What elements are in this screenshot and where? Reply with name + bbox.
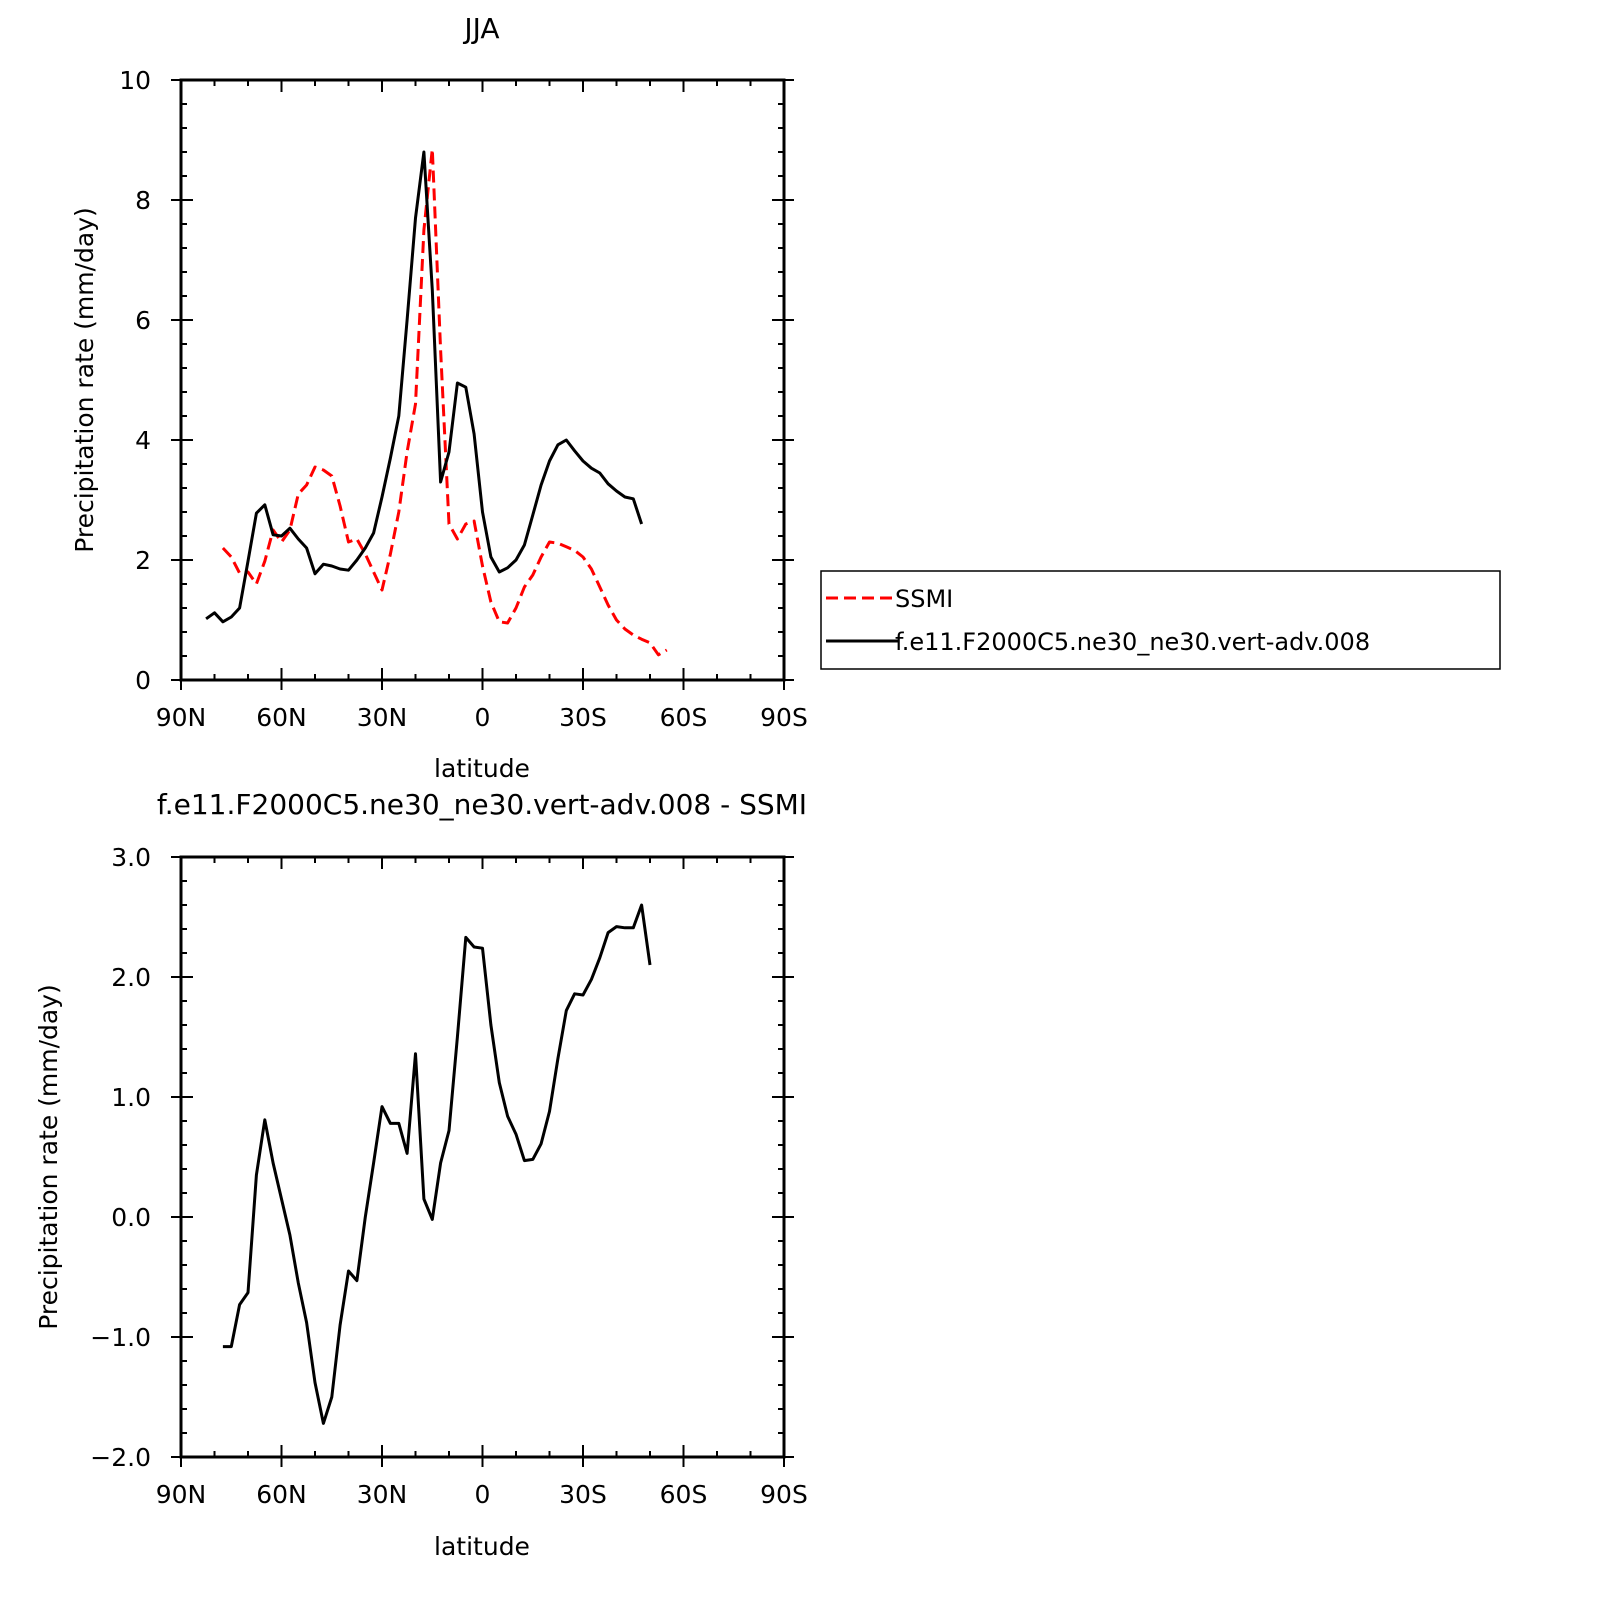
precipitation-x-tick-label: 30S bbox=[559, 703, 607, 732]
difference-y-tick-label: −2.0 bbox=[90, 1443, 151, 1472]
difference-x-tick-label: 30S bbox=[559, 1480, 607, 1509]
precipitation-y-tick-label: 2 bbox=[135, 546, 151, 575]
difference-series bbox=[222, 903, 652, 1425]
difference-series-line-0 bbox=[222, 903, 652, 1425]
precipitation-y-axis-title: Precipitation rate (mm/day) bbox=[70, 207, 99, 553]
difference-x-tick-label: 60S bbox=[660, 1480, 708, 1509]
precipitation-y-tick-label: 8 bbox=[135, 186, 151, 215]
legend-label-ssmi: SSMI bbox=[895, 585, 953, 613]
difference-x-tick-label: 60N bbox=[256, 1480, 307, 1509]
precipitation-x-tick-label: 90N bbox=[156, 703, 207, 732]
precipitation-x-tick-label: 60S bbox=[660, 703, 708, 732]
legend-label-model: f.e11.F2000C5.ne30_ne30.vert-adv.008 bbox=[895, 628, 1370, 656]
difference-y-tick-label: 0.0 bbox=[111, 1203, 151, 1232]
precipitation-x-tick-label: 30N bbox=[357, 703, 408, 732]
legend: SSMI f.e11.F2000C5.ne30_ne30.vert-adv.00… bbox=[820, 570, 1501, 670]
difference-x-axis-title: latitude bbox=[434, 1532, 530, 1561]
precipitation-y-tick-labels: 0 2 4 6 8 10 bbox=[119, 66, 151, 695]
precipitation-x-axis-title: latitude bbox=[434, 754, 530, 783]
difference-x-tick-labels: 90N 60N 30N 0 30S 60S 90S bbox=[156, 1480, 808, 1509]
precipitation-series-line-0 bbox=[221, 147, 668, 657]
precipitation-series bbox=[205, 147, 668, 657]
precipitation-plot-frame bbox=[179, 78, 786, 682]
precipitation-x-tick-label: 0 bbox=[475, 703, 491, 732]
precipitation-x-tick-label: 60N bbox=[256, 703, 307, 732]
precipitation-y-tick-label: 4 bbox=[135, 426, 151, 455]
precipitation-series-line-1 bbox=[205, 150, 644, 624]
difference-y-tick-label: 1.0 bbox=[111, 1083, 151, 1112]
difference-x-tick-label: 30N bbox=[357, 1480, 408, 1509]
precipitation-y-tick-label: 6 bbox=[135, 306, 151, 335]
difference-y-tick-label: 3.0 bbox=[111, 843, 151, 872]
legend-box bbox=[820, 570, 1501, 670]
precipitation-y-tick-label: 10 bbox=[119, 66, 151, 95]
difference-x-tick-label: 0 bbox=[475, 1480, 491, 1509]
difference-x-tick-label: 90S bbox=[760, 1480, 808, 1509]
difference-panel: f.e11.F2000C5.ne30_ne30.vert-adv.008 - S… bbox=[34, 788, 808, 1561]
precipitation-chart-title: JJA bbox=[462, 12, 499, 45]
precipitation-y-tick-label: 0 bbox=[135, 666, 151, 695]
difference-y-tick-labels: −2.0 −1.0 0.0 1.0 2.0 3.0 bbox=[90, 843, 151, 1472]
precipitation-x-tick-label: 90S bbox=[760, 703, 808, 732]
precipitation-x-tick-labels: 90N 60N 30N 0 30S 60S 90S bbox=[156, 703, 808, 732]
difference-y-axis-title: Precipitation rate (mm/day) bbox=[34, 984, 63, 1330]
difference-x-tick-label: 90N bbox=[156, 1480, 207, 1509]
precipitation-panel: JJA 90N 60N 30N 0 30S 60S 90S 0 2 4 6 8 10 latitude… bbox=[70, 12, 808, 783]
difference-y-tick-label: 2.0 bbox=[111, 963, 151, 992]
difference-chart-title: f.e11.F2000C5.ne30_ne30.vert-adv.008 - S… bbox=[157, 788, 807, 821]
difference-y-tick-label: −1.0 bbox=[90, 1323, 151, 1352]
difference-plot-frame bbox=[179, 855, 786, 1459]
